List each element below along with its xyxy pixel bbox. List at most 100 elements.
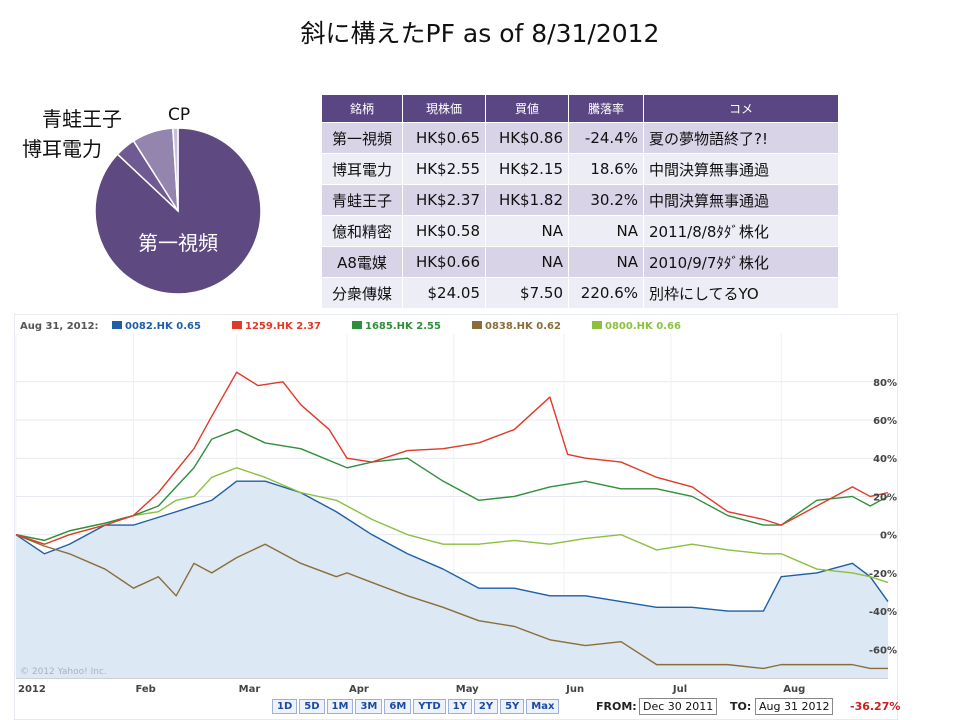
y-tick-label: 40% [873,454,897,465]
legend-label-1: 1259.HK 2.37 [245,321,321,332]
cell-comment: 2011/8/8ﾀﾀﾞ株化 [643,215,839,247]
cell-cost: HK$1.82 [485,184,569,216]
series-line-0 [15,480,889,612]
from-label: FROM: [596,700,637,713]
range-button-1y[interactable]: 1Y [447,699,472,714]
range-button-2y[interactable]: 2Y [473,699,499,714]
legend-swatch-0 [112,321,122,329]
y-tick-label: -20% [869,569,897,580]
legend-swatch-1 [232,321,242,329]
cell-name: 億和精密 [321,215,403,247]
x-tick-label: Mar [239,684,261,695]
chart-header-date: Aug 31, 2012: [20,321,99,332]
cell-price: HK$2.55 [402,153,486,185]
cell-comment: 2010/9/7ﾀﾀﾞ株化 [643,246,839,278]
y-tick-label: 80% [873,378,897,389]
cell-change: -24.4% [568,122,644,154]
col-header-comment: コメ [643,94,839,123]
to-date-field[interactable]: Aug 31 2012 [755,698,834,715]
pie-label-dyviz: 第一視頻 [138,231,218,255]
cell-price: $24.05 [402,277,486,309]
y-tick-label: -60% [869,645,897,656]
legend-label-3: 0838.HK 0.62 [485,321,561,332]
x-tick-label: 2012 [18,684,46,695]
cell-name: A8電媒 [321,246,403,278]
y-tick-label: -40% [869,607,897,618]
legend-swatch-2 [352,321,362,329]
cell-comment: 夏の夢物語終了?! [643,122,839,154]
x-tick-label: May [456,684,479,695]
table-header-row: 銘柄 現株価 買値 騰落率 コメ [321,94,839,123]
col-header-change: 騰落率 [568,94,644,123]
stock-chart-panel: 80% 60% 40% 20% 0% -20% -40% -60% 2012 Feb Mar Apr… [14,314,901,720]
cell-name: 博耳電力 [321,153,403,185]
cell-change: 18.6% [568,153,644,185]
cell-comment: 中間決算無事通過 [643,153,839,185]
range-button-ytd[interactable]: YTD [413,699,446,714]
cell-comment: 中間決算無事通過 [643,184,839,216]
table-row: 青蛙王子 HK$2.37 HK$1.82 30.2% 中間決算無事通過 [321,184,839,216]
cell-name: 分衆傳媒 [321,277,403,309]
table-row: 億和精密 HK$0.58 NA NA 2011/8/8ﾀﾀﾞ株化 [321,215,839,247]
legend-swatch-4 [592,321,602,329]
cell-change: NA [568,215,644,247]
range-button-bar: 1D 5D 1M 3M 6M YTD 1Y 2Y 5Y Max [272,699,560,714]
portfolio-table: 銘柄 現株価 買値 騰落率 コメ 第一視頻 HK$0.65 HK$0.86 -2… [321,94,839,309]
range-button-6m[interactable]: 6M [384,699,412,714]
y-tick-label: 60% [873,416,897,427]
to-label: TO: [730,700,752,713]
portfolio-pie-chart: 第一視頻 博耳電力 青蛙王子 CP [22,105,262,295]
legend-label-4: 0800.HK 0.66 [605,321,681,332]
table-row: 博耳電力 HK$2.55 HK$2.15 18.6% 中間決算無事通過 [321,153,839,185]
legend-swatch-3 [472,321,482,329]
range-button-3m[interactable]: 3M [355,699,383,714]
pie-label-cp: CP [168,105,190,125]
cell-price: HK$0.65 [402,122,486,154]
from-date-field[interactable]: Dec 30 2011 [639,698,718,715]
y-tick-label: 0% [880,531,897,542]
range-button-5d[interactable]: 5D [299,699,325,714]
col-header-name: 銘柄 [321,94,403,123]
cell-price: HK$2.37 [402,184,486,216]
cell-change: 220.6% [568,277,644,309]
pie-slice-cp [171,127,179,212]
series-line-4 [15,467,889,584]
range-button-max[interactable]: Max [526,699,560,714]
pie-label-boer: 博耳電力 [22,137,102,161]
legend-label-2: 1685.HK 2.55 [365,321,441,332]
x-tick-label: Aug [783,684,805,695]
stock-comparison-chart: 80% 60% 40% 20% 0% -20% -40% -60% 2012 Feb Mar Apr… [14,314,898,720]
range-button-1d[interactable]: 1D [272,699,298,714]
cell-cost: NA [485,215,569,247]
x-tick-label: Jul [672,684,687,695]
series-line-3 [15,534,888,670]
series-line-2 [15,428,889,542]
table-row: 第一視頻 HK$0.65 HK$0.86 -24.4% 夏の夢物語終了?! [321,122,839,154]
pie-label-frog: 青蛙王子 [42,107,122,131]
cell-price: HK$0.58 [402,215,486,247]
cell-price: HK$0.66 [402,246,486,278]
series-line-1 [15,371,889,545]
cell-cost: HK$2.15 [485,153,569,185]
cell-change: 30.2% [568,184,644,216]
change-value: -36.27% [850,700,901,713]
range-button-1m[interactable]: 1M [326,699,354,714]
col-header-price: 現株価 [402,94,486,123]
cell-change: NA [568,246,644,278]
table-row: A8電媒 HK$0.66 NA NA 2010/9/7ﾀﾀﾞ株化 [321,246,839,278]
table-row: 分衆傳媒 $24.05 $7.50 220.6% 別枠にしてるYO [321,277,839,309]
x-tick-label: Jun [565,684,584,695]
legend-label-0: 0082.HK 0.65 [125,321,201,332]
x-tick-label: Apr [349,684,369,695]
cell-cost: HK$0.86 [485,122,569,154]
yahoo-watermark: © 2012 Yahoo! Inc. [20,667,107,677]
x-tick-label: Feb [135,684,155,695]
cell-name: 第一視頻 [321,122,403,154]
cell-comment: 別枠にしてるYO [643,277,839,309]
range-button-5y[interactable]: 5Y [500,699,525,714]
cell-cost: $7.50 [485,277,569,309]
series-area-0 [16,481,888,678]
cell-name: 青蛙王子 [321,184,403,216]
y-tick-label: 20% [873,492,897,503]
page-title: 斜に構えたPF as of 8/31/2012 [300,19,660,48]
